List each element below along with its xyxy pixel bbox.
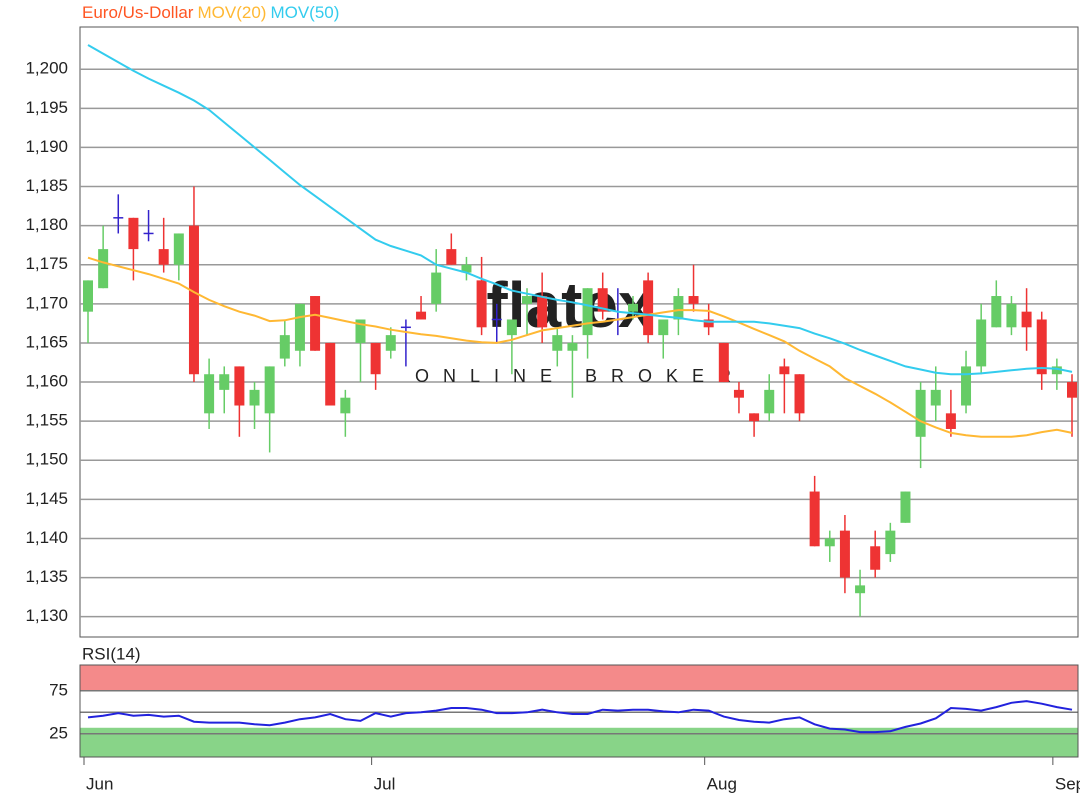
- candle-body: [1051, 366, 1062, 375]
- plot-frame: [79, 664, 1079, 758]
- candle-body: [461, 264, 472, 273]
- y-tick-label: 1,145: [25, 489, 68, 508]
- candle-body: [310, 296, 321, 351]
- chart-title: Euro/Us-Dollar: [82, 3, 194, 22]
- candle-body: [991, 296, 1002, 328]
- candle-body: [567, 342, 578, 351]
- candle-body: [976, 319, 987, 367]
- candle-body: [128, 217, 139, 250]
- y-tick-label: 1,190: [25, 137, 68, 156]
- candle-body: [234, 366, 245, 406]
- rsi-band: [80, 727, 1078, 757]
- y-tick-label: 1,185: [25, 176, 68, 195]
- y-tick-label: 1,130: [25, 606, 68, 625]
- watermark: ONLINE BROKER: [415, 366, 745, 386]
- legend-entry: MOV(50): [270, 3, 339, 22]
- y-tick-label: 1,195: [25, 98, 68, 117]
- candle-body: [264, 366, 275, 414]
- candle-body: [294, 303, 305, 351]
- candle-body: [219, 374, 230, 390]
- y-tick-label: 1,160: [25, 372, 68, 391]
- series-line: [87, 700, 1073, 734]
- candle-body: [204, 374, 215, 414]
- candle-body: [915, 389, 926, 437]
- candle-body: [188, 225, 199, 375]
- candle-body: [870, 546, 881, 570]
- x-tick-label: Jul: [374, 774, 396, 793]
- candle-body: [158, 249, 169, 265]
- candle-body: [809, 491, 820, 547]
- candle-body: [643, 280, 654, 336]
- candle-body: [733, 389, 744, 398]
- candle-body: [1036, 319, 1047, 375]
- plot-frame: [79, 26, 1079, 638]
- candle-body: [83, 280, 93, 312]
- candle-body: [522, 296, 533, 304]
- candle-body: [1006, 303, 1017, 328]
- candle-body: [1067, 382, 1077, 398]
- candle-body: [597, 288, 608, 312]
- x-tick-label: Aug: [707, 774, 737, 793]
- candle-body: [340, 397, 351, 414]
- candle-body: [749, 413, 760, 422]
- series-line: [87, 256, 1073, 438]
- x-tick-label: Jun: [86, 774, 113, 793]
- candle-body: [552, 335, 563, 351]
- candle-body: [582, 288, 593, 336]
- candle-body: [627, 303, 638, 312]
- candle-body: [718, 342, 729, 383]
- candle-body: [98, 249, 109, 289]
- candle-body: [673, 296, 684, 320]
- y-tick-label: 25: [49, 723, 68, 742]
- x-tick-label: Sep: [1055, 774, 1080, 793]
- candle-body: [325, 342, 336, 406]
- y-tick-label: 1,135: [25, 567, 68, 586]
- series-line: [87, 44, 1073, 376]
- legend: Euro/Us-Dollar MOV(20) MOV(50): [82, 3, 339, 22]
- candle-body: [794, 374, 805, 414]
- candle-body: [537, 296, 548, 328]
- y-tick-label: 1,170: [25, 293, 68, 312]
- candle-body: [839, 530, 850, 578]
- candle-body: [703, 319, 714, 328]
- rsi-panel: 75 25 Jun Jul Aug Sep: [49, 664, 1080, 793]
- candle-body: [416, 311, 427, 320]
- candle-body: [945, 413, 956, 429]
- candle-body: [1021, 311, 1032, 328]
- y-tick-label: 1,165: [25, 332, 68, 351]
- candle-body: [885, 530, 896, 555]
- price-panel: 1,200 1,195 1,190 1,185 1,180 1,175 1,170 1,165…: [25, 26, 1079, 638]
- candle-body: [658, 319, 669, 336]
- candle-body: [688, 296, 699, 304]
- candle-body: [764, 389, 775, 414]
- candle-body: [855, 585, 866, 594]
- candle-body: [446, 249, 457, 265]
- rsi-band: [80, 665, 1078, 691]
- candle-body: [961, 366, 972, 406]
- candle-body: [824, 538, 835, 547]
- candle-body: [370, 342, 381, 375]
- y-tick-label: 75: [49, 680, 68, 699]
- y-tick-label: 1,150: [25, 450, 68, 469]
- y-tick-label: 1,180: [25, 215, 68, 234]
- candle-body: [506, 319, 517, 336]
- candle-body: [249, 389, 260, 406]
- candle-body: [930, 389, 941, 406]
- y-tick-label: 1,140: [25, 528, 68, 547]
- candle-body: [385, 335, 396, 351]
- y-tick-label: 1,200: [25, 59, 68, 78]
- y-tick-label: 1,155: [25, 411, 68, 430]
- candle-body: [279, 335, 290, 359]
- y-tick-label: 1,175: [25, 254, 68, 273]
- rsi-title: RSI(14): [82, 644, 141, 663]
- candle-body: [173, 233, 184, 265]
- candle-body: [355, 319, 366, 343]
- legend-entry: MOV(20): [197, 3, 266, 22]
- candle-body: [476, 280, 487, 328]
- candle-body: [431, 272, 442, 304]
- candle-body: [779, 366, 790, 375]
- candle-body: [900, 491, 911, 523]
